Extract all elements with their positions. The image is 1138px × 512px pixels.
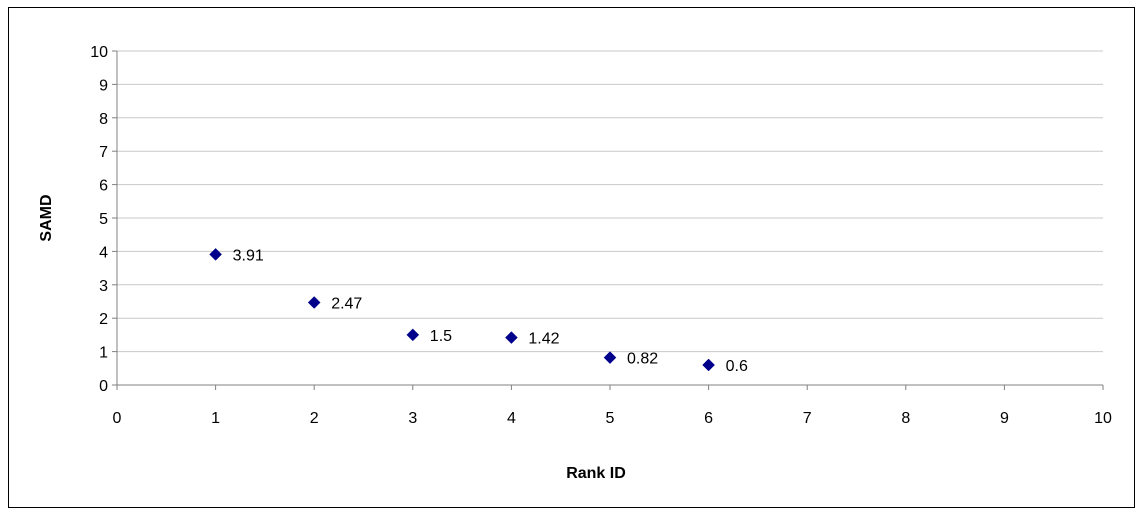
y-tick-label: 5 xyxy=(99,211,108,228)
y-tick-label: 4 xyxy=(99,244,108,261)
data-point xyxy=(307,296,321,309)
data-label: 3.91 xyxy=(233,247,264,264)
data-point xyxy=(505,331,518,344)
x-tick-label: 7 xyxy=(803,410,812,427)
y-tick-label: 2 xyxy=(99,311,108,328)
data-point xyxy=(603,351,617,364)
y-tick-label: 1 xyxy=(99,345,108,362)
y-tick-label: 8 xyxy=(99,111,108,128)
x-tick-label: 4 xyxy=(507,410,516,427)
x-tick-label: 9 xyxy=(1000,410,1009,427)
data-label: 1.5 xyxy=(430,328,452,345)
y-tick-label: 3 xyxy=(99,278,108,295)
x-tick-label: 5 xyxy=(606,410,615,427)
chart-frame xyxy=(8,7,1135,508)
data-labels: 3.91 2.47 1.5 1.42 0.82 0.6 xyxy=(233,247,748,375)
gridlines xyxy=(117,50,1103,353)
y-tick-label: 6 xyxy=(99,178,108,195)
data-label: 1.42 xyxy=(528,331,559,348)
y-axis-title: SAMD xyxy=(38,194,55,241)
data-point xyxy=(209,248,222,261)
x-tick-label: 3 xyxy=(408,410,417,427)
y-tick-label: 10 xyxy=(90,44,108,61)
x-tick-label: 8 xyxy=(901,410,910,427)
data-label: 2.47 xyxy=(331,296,362,313)
x-axis-title: Rank ID xyxy=(566,465,626,482)
x-tick-label: 1 xyxy=(211,410,220,427)
y-tick-label: 0 xyxy=(99,378,108,395)
axes xyxy=(112,50,1104,390)
data-points xyxy=(209,248,715,372)
x-tick-label: 10 xyxy=(1094,410,1112,427)
x-tick-label: 2 xyxy=(310,410,319,427)
data-label: 0.6 xyxy=(726,358,748,375)
data-point xyxy=(702,358,715,372)
y-tick-label: 7 xyxy=(99,144,108,161)
x-tick-label: 6 xyxy=(704,410,713,427)
y-tick-label: 9 xyxy=(99,77,108,94)
tick-labels: 0 1 2 3 4 5 6 7 8 9 10 0 1 2 3 4 5 6 7 8 9 10 xyxy=(90,44,1112,427)
data-point xyxy=(406,328,420,342)
data-label: 0.82 xyxy=(627,351,658,368)
x-tick-label: 0 xyxy=(113,410,122,427)
